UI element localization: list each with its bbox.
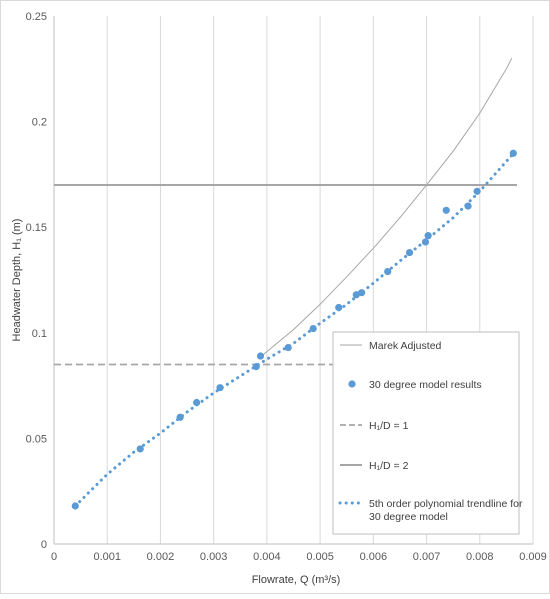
y-axis-title: Headwater Depth, H₁ (m) [11, 219, 23, 342]
y-tick-label: 0.2 [32, 117, 47, 129]
x-tick-label: 0 [51, 551, 57, 563]
x-tick-label: 0.002 [147, 551, 175, 563]
data-point [509, 149, 517, 157]
x-tick-label: 0.004 [253, 551, 281, 563]
legend: Marek Adjusted 30 degree model results H₁/… [332, 331, 523, 535]
x-tick-label: 0.007 [413, 551, 441, 563]
legend-swatch-marker [348, 380, 356, 388]
legend-box [332, 331, 520, 535]
legend-label: H₁/D = 1 [369, 420, 409, 432]
y-tick-label: 0.05 [26, 433, 47, 445]
data-point [358, 289, 366, 297]
x-tick-label: 0.006 [360, 551, 388, 563]
data-point [193, 398, 201, 407]
data-point [464, 202, 472, 210]
data-point [216, 384, 224, 392]
y-tick-label: 0.1 [32, 328, 47, 340]
y-tick-label: 0.15 [26, 222, 47, 234]
data-point [176, 413, 184, 421]
data-point [421, 238, 430, 246]
y-tick-label: 0.25 [26, 11, 47, 23]
x-tick-label: 0.009 [519, 551, 547, 563]
data-point [284, 343, 292, 352]
axes: 0 0.001 0.002 0.003 0.004 0.005 0.006 0.007 0.00… [26, 11, 547, 563]
x-axis-title: Flowrate, Q (m³/s) [252, 574, 341, 586]
legend-label: 30 degree model results [369, 379, 482, 391]
data-point [309, 324, 317, 333]
x-tick-label: 0.008 [466, 551, 494, 563]
data-point [424, 232, 432, 240]
plot-area [54, 58, 518, 510]
legend-label: 5th order polynomial trendline for 30 deg… [369, 498, 523, 523]
x-tick-label: 0.005 [306, 551, 334, 563]
data-point [405, 248, 414, 257]
data-point [335, 303, 343, 312]
series-trendline [73, 153, 514, 508]
data-point [384, 267, 392, 276]
legend-label: Marek Adjusted [369, 340, 442, 352]
data-point [256, 352, 265, 360]
data-point [473, 187, 481, 195]
data-point [136, 445, 144, 453]
data-point [442, 206, 450, 214]
legend-label: H₁/D = 2 [369, 460, 409, 472]
y-tick-label: 0 [41, 539, 47, 551]
data-point [252, 362, 260, 371]
series-line-marek-adjusted [261, 58, 513, 357]
x-tick-label: 0.001 [93, 551, 121, 563]
x-tick-label: 0.003 [200, 551, 228, 563]
data-point [71, 502, 79, 510]
